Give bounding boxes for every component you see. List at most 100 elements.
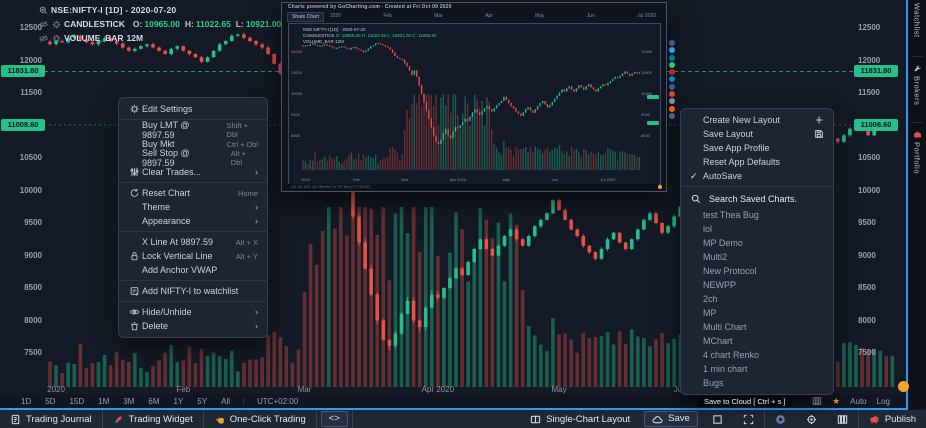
journal-icon xyxy=(10,414,21,425)
timeframe-1d[interactable]: 1D xyxy=(21,396,32,406)
timeframe-6m[interactable]: 6M xyxy=(148,396,160,406)
context-menu-item-theme[interactable]: Theme › xyxy=(142,202,258,212)
context-menu-item-edit-settings[interactable]: Edit Settings xyxy=(119,102,267,116)
context-menu-item-add-nifty-i-to-watchlist[interactable]: Add NIFTY-I to watchlist xyxy=(119,284,267,298)
context-menu-item-reset-chart[interactable]: Reset Chart Home xyxy=(119,186,267,200)
facebook-messenger-share-icon[interactable] xyxy=(669,83,675,90)
trading-journal-button[interactable]: Trading Journal xyxy=(0,410,102,428)
crosshair-button[interactable] xyxy=(796,410,827,428)
timeframe-5d[interactable]: 5D xyxy=(45,396,56,406)
one-click-trading-button[interactable]: One-Click Trading xyxy=(204,410,316,428)
popup-volume: VOLUME_BAR 12M xyxy=(303,39,344,44)
saved-chart-item[interactable]: MChart xyxy=(703,336,733,346)
saved-chart-item[interactable]: MP xyxy=(703,308,717,318)
context-menu-item-buy-mkt[interactable]: Buy Mkt Ctrl + Dbl xyxy=(142,139,258,149)
price-tick-left: 12000 xyxy=(19,55,42,65)
price-tick-right: 12000 xyxy=(858,55,881,65)
scale-auto-toggle[interactable]: Auto xyxy=(850,396,867,406)
hide-volume-icon[interactable] xyxy=(38,34,49,43)
saved-charts-search[interactable]: Search Saved Charts. xyxy=(681,190,833,208)
context-menu-item-delete[interactable]: Delete › xyxy=(119,319,267,333)
price-tick-left: 10500 xyxy=(19,153,42,162)
timeframe-5y[interactable]: 5Y xyxy=(197,396,208,406)
linkedin-share-icon[interactable] xyxy=(669,54,675,61)
context-menu-item-x-line-at-9897-59[interactable]: X Line At 9897.59 Alt + X xyxy=(142,237,258,247)
layout-menu-item-save-app-profile[interactable]: Save App Profile xyxy=(703,143,770,153)
context-menu-item-appearance[interactable]: Appearance › xyxy=(142,216,258,226)
context-menu-item-add-anchor-vwap[interactable]: Add Anchor VWAP xyxy=(142,265,218,275)
camera-icon xyxy=(775,414,786,425)
telegram-share-icon[interactable] xyxy=(669,76,675,83)
time-tick: Feb xyxy=(176,385,191,394)
saved-chart-item[interactable]: test Thea Bug xyxy=(703,210,759,220)
whatsapp-share-icon[interactable] xyxy=(669,61,675,68)
open-value: 10965.00 xyxy=(144,19,180,29)
saved-chart-item[interactable]: Multi Chart xyxy=(703,322,747,332)
context-menu-item-buy-lmt-9897-59[interactable]: Buy LMT @ 9897.59 Shift + Dbl xyxy=(119,120,267,140)
saved-chart-item[interactable]: 2ch xyxy=(703,294,718,304)
layout-menu-item-create-new-layout[interactable]: Create New Layout xyxy=(681,113,833,127)
volume-settings-icon[interactable] xyxy=(51,34,62,43)
saved-chart-item[interactable]: NEWPP xyxy=(703,280,737,290)
context-menu-item-hide-unhide[interactable]: Hide/Unhide › xyxy=(119,305,267,319)
save-button[interactable]: Save xyxy=(644,411,698,427)
symbol-title: NSE:NIFTY-I [1D] - 2020-07-20 xyxy=(51,5,177,15)
facebook-share-icon[interactable] xyxy=(669,40,675,46)
price-tick-right: 11500 xyxy=(858,88,880,97)
saved-chart-item[interactable]: New Protocol xyxy=(703,266,757,276)
layout-menu-item-autosave[interactable]: ✓ AutoSave xyxy=(690,170,743,182)
single-chart-layout-button[interactable]: Single-Chart Layout xyxy=(520,410,640,428)
context-menu-item-sell-stop-9897-59[interactable]: Sell Stop @ 9897.59 Alt + Dbl xyxy=(119,148,267,168)
menu-divider xyxy=(119,301,267,302)
grid-settings-icon[interactable] xyxy=(812,396,822,406)
trading-widget-button[interactable]: Trading Widget xyxy=(103,410,203,428)
grid-columns-button[interactable] xyxy=(827,410,858,428)
hide-series-icon[interactable] xyxy=(38,20,49,29)
shortcut-hint: Ctrl + Dbl xyxy=(226,139,258,149)
panel-tab-portfolio[interactable]: Portfolio xyxy=(908,126,926,190)
time-tick: May xyxy=(551,385,567,394)
timeframe-1y[interactable]: 1Y xyxy=(173,396,184,406)
twitter-share-icon[interactable] xyxy=(669,47,675,54)
timeframe-1m[interactable]: 1M xyxy=(98,396,110,406)
timeframe-15d[interactable]: 15D xyxy=(69,396,85,406)
scale-log-toggle[interactable]: Log xyxy=(876,396,890,406)
email-share-icon[interactable] xyxy=(669,98,675,105)
panel-tab-brokers[interactable]: Brokers xyxy=(908,60,926,120)
code-widget-button[interactable]: <> xyxy=(320,411,348,427)
layout-menu: Create New Layout Save Layout Save App Pro… xyxy=(680,108,834,395)
timeframe-bar: 1D 5D 15D 1M 3M 6M 1Y 5Y All UTC+02:00 ★ Auto Log xyxy=(0,394,908,408)
context-menu-item-lock-vertical-line[interactable]: Lock Vertical Line Alt + Y xyxy=(119,249,267,263)
tumblr-share-icon[interactable] xyxy=(669,112,675,119)
hackernews-share-icon[interactable] xyxy=(669,105,675,112)
saved-chart-item[interactable]: MP Demo xyxy=(703,238,743,248)
context-menu-item-clear-trades[interactable]: Clear Trades... › xyxy=(119,165,267,179)
saved-chart-item[interactable]: Bugs xyxy=(703,378,724,388)
price-tick-right: 10500 xyxy=(858,153,881,162)
camera-button[interactable] xyxy=(765,410,796,428)
timezone-label[interactable]: UTC+02:00 xyxy=(257,396,299,406)
saved-chart-item[interactable]: 4 chart Renko xyxy=(703,350,760,360)
share-chart-tab[interactable]: Share Chart xyxy=(287,12,324,22)
chat-fab[interactable] xyxy=(898,381,909,392)
saved-chart-item[interactable]: Multi2 xyxy=(703,252,728,262)
price-tick-right: 8000 xyxy=(858,315,876,325)
screenshot-button[interactable] xyxy=(702,410,733,428)
zoom-in-icon[interactable] xyxy=(38,6,49,15)
timeframe-3m[interactable]: 3M xyxy=(123,396,135,406)
high-value: 11022.65 xyxy=(195,19,231,29)
saved-chart-item[interactable]: 1 min chart xyxy=(703,364,748,374)
price-badge-left: 11831.80 xyxy=(1,65,45,78)
publish-button[interactable]: Publish xyxy=(859,410,926,428)
layout-menu-item-save-layout[interactable]: Save Layout xyxy=(681,127,833,141)
popup-mini-toolbar: 1D 5D 15D 1M 3M 6M 1Y 5Y All UTC+02:00 xyxy=(288,184,659,190)
pinterest-share-icon[interactable] xyxy=(669,69,675,76)
layout-menu-item-reset-app-defaults[interactable]: Reset App Defaults xyxy=(703,157,781,167)
reddit-share-icon[interactable] xyxy=(669,91,675,98)
fullscreen-button[interactable] xyxy=(733,410,764,428)
favorite-star-icon[interactable]: ★ xyxy=(832,395,841,406)
timeframe-all[interactable]: All xyxy=(221,396,231,406)
panel-tab-watchlist[interactable]: Watchlist xyxy=(912,3,922,38)
series-settings-icon[interactable] xyxy=(51,20,62,29)
saved-chart-item[interactable]: lol xyxy=(703,224,713,234)
